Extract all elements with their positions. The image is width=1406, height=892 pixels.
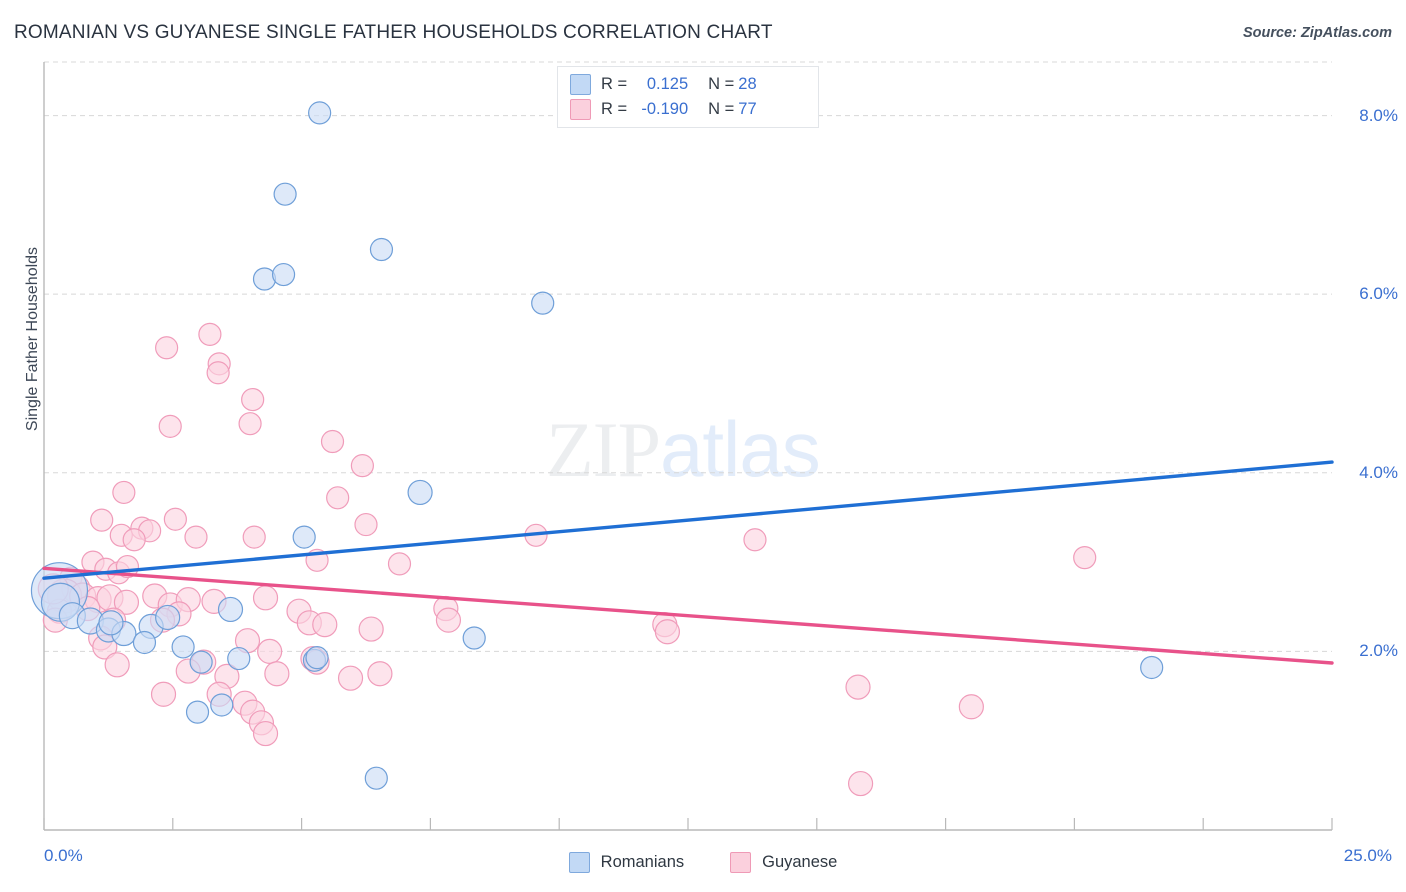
r-value-romanians: 0.125 (646, 75, 689, 93)
page-title: ROMANIAN VS GUYANESE SINGLE FATHER HOUSE… (14, 22, 773, 43)
legend-label-romanians: Romanians (600, 853, 685, 871)
legend-swatch-romanians-icon (568, 852, 590, 873)
y-axis-tick-40: 4.0% (1359, 462, 1398, 482)
r-value-guyanese: -0.190 (641, 100, 689, 118)
source-attribution: Source: ZipAtlas.com (1242, 25, 1392, 41)
y-axis-tick-20: 2.0% (1359, 641, 1398, 661)
chart-legend: Romanians Guyanese (0, 852, 1406, 873)
legend-label-guyanese: Guyanese (762, 853, 838, 871)
n-label-romanians: N = (708, 75, 735, 93)
x-axis-tick-min: 0.0% (44, 846, 83, 865)
legend-item-romanians[interactable]: Romanians (568, 852, 685, 873)
plot-area (30, 61, 1334, 831)
r-label-guyanese: R = (601, 100, 628, 118)
r-label-romanians: R = (601, 75, 628, 93)
n-value-romanians: 28 (738, 75, 757, 93)
swatch-romanians-icon (570, 74, 591, 95)
y-axis-title: Single Father Households (24, 246, 41, 432)
correlation-stats-box: R = 0.125 N = 28 R = -0.190 N = 77 (557, 66, 819, 128)
legend-swatch-guyanese-icon (730, 852, 752, 873)
legend-item-guyanese[interactable]: Guyanese (730, 852, 837, 873)
stats-row-romanians: R = 0.125 N = 28 (570, 74, 806, 95)
n-value-guyanese: 77 (738, 100, 757, 118)
scatter-canvas (30, 61, 1334, 831)
y-axis-tick-80: 8.0% (1359, 105, 1398, 125)
stats-row-guyanese: R = -0.190 N = 77 (570, 99, 806, 120)
swatch-guyanese-icon (570, 99, 591, 120)
n-label-guyanese: N = (708, 100, 735, 118)
x-axis-tick-max: 25.0% (1343, 846, 1392, 865)
y-axis-tick-60: 6.0% (1359, 284, 1398, 304)
